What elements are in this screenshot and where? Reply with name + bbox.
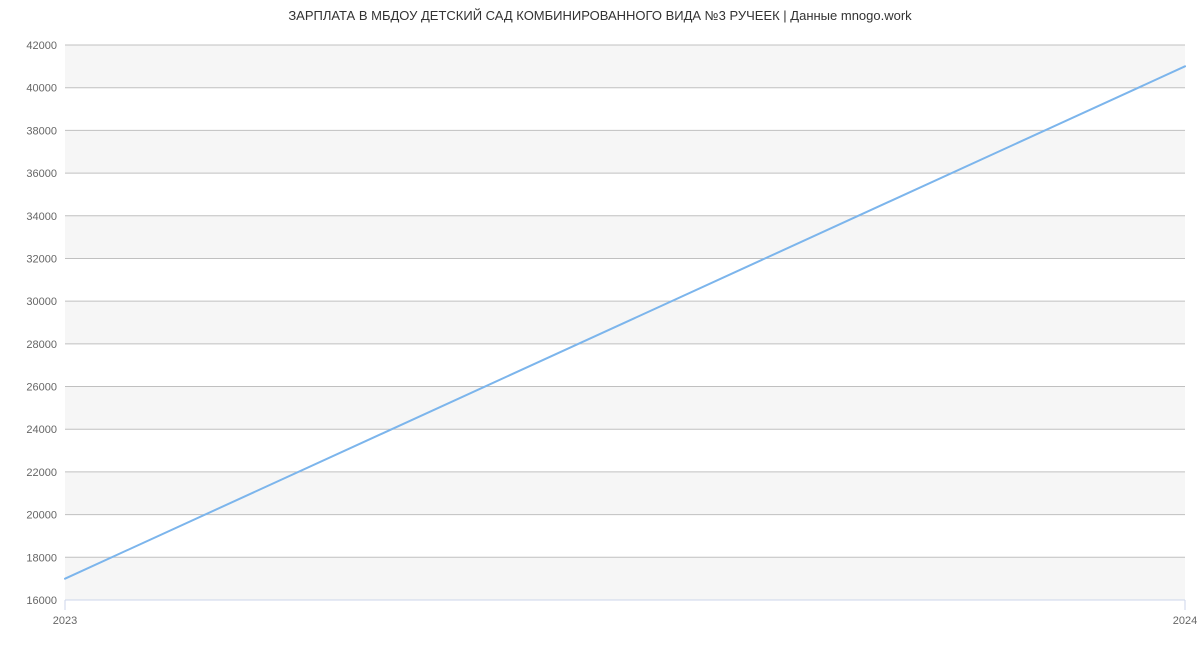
svg-text:34000: 34000 [26,211,57,223]
svg-text:16000: 16000 [26,595,57,607]
chart-container: ЗАРПЛАТА В МБДОУ ДЕТСКИЙ САД КОМБИНИРОВА… [0,0,1200,650]
svg-text:32000: 32000 [26,253,57,265]
chart-svg: 16000 18000 20000 22000 24000 26000 28000 30000… [0,0,1200,650]
svg-text:20000: 20000 [26,510,57,522]
svg-text:2023: 2023 [53,615,77,627]
svg-text:2024: 2024 [1173,615,1197,627]
svg-text:18000: 18000 [26,552,57,564]
svg-text:28000: 28000 [26,339,57,351]
svg-text:42000: 42000 [26,40,57,52]
svg-text:36000: 36000 [26,168,57,180]
svg-text:24000: 24000 [26,424,57,436]
svg-text:30000: 30000 [26,296,57,308]
svg-text:38000: 38000 [26,125,57,137]
svg-text:26000: 26000 [26,382,57,394]
svg-text:22000: 22000 [26,467,57,479]
svg-text:40000: 40000 [26,83,57,95]
